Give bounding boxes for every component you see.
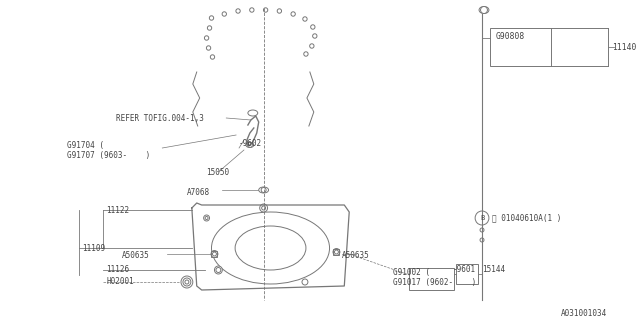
Circle shape [475, 211, 489, 225]
Text: A031001034: A031001034 [561, 308, 607, 317]
Text: 15050: 15050 [207, 167, 230, 177]
Circle shape [302, 279, 308, 285]
Text: -9602: -9602 [239, 139, 262, 148]
Text: 11122: 11122 [106, 205, 129, 214]
Bar [409, 268, 454, 290]
Bar [490, 28, 551, 66]
Text: Ⓑ 01040610A(1 ): Ⓑ 01040610A(1 ) [492, 213, 561, 222]
Circle shape [333, 249, 340, 255]
Bar [333, 249, 339, 255]
Text: A50635: A50635 [342, 252, 370, 260]
Text: G91002 (: G91002 ( [394, 268, 431, 276]
Text: G90808: G90808 [496, 31, 525, 41]
Circle shape [214, 266, 222, 274]
Text: A50635: A50635 [122, 252, 150, 260]
Text: B: B [480, 215, 484, 221]
Text: 11109: 11109 [82, 244, 105, 252]
Circle shape [248, 142, 252, 148]
Text: A7068: A7068 [187, 188, 210, 196]
Circle shape [480, 228, 484, 232]
Text: 11126: 11126 [106, 266, 129, 275]
Text: -9601: -9601 [452, 266, 476, 275]
Circle shape [181, 276, 193, 288]
Text: G91707 (9603-    ): G91707 (9603- ) [67, 150, 150, 159]
Text: REFER TOFIG.004-1,3: REFER TOFIG.004-1,3 [116, 114, 204, 123]
Circle shape [481, 6, 488, 13]
Bar [211, 251, 218, 257]
Circle shape [261, 188, 266, 193]
Circle shape [480, 238, 484, 242]
Text: G91704 (: G91704 ( [67, 140, 104, 149]
Text: H02001: H02001 [106, 277, 134, 286]
Text: 11140: 11140 [612, 43, 636, 52]
Circle shape [204, 215, 209, 221]
Bar [456, 264, 478, 284]
Circle shape [211, 251, 218, 258]
Text: 15144: 15144 [482, 266, 505, 275]
Circle shape [260, 204, 268, 212]
Text: G91017 (9602-    ): G91017 (9602- ) [394, 278, 477, 287]
